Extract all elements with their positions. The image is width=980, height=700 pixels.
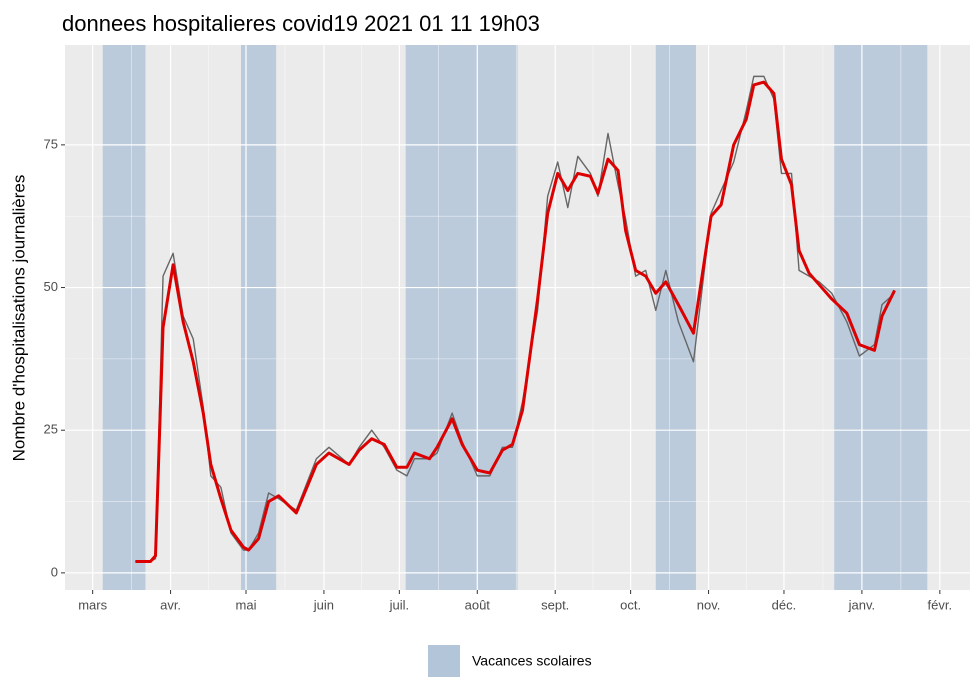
y-axis-label: Nombre d'hospitalisations journalières	[9, 175, 28, 462]
x-tick-label: janv.	[848, 597, 876, 612]
y-tick-label: 25	[44, 422, 58, 437]
vacation-band	[405, 45, 518, 590]
x-tick-label: févr.	[928, 597, 953, 612]
x-tick-label: avr.	[160, 597, 181, 612]
vacation-band	[102, 45, 146, 590]
chart-title: donnees hospitalieres covid19 2021 01 11…	[62, 11, 540, 36]
x-tick-label: mai	[236, 597, 257, 612]
x-tick-label: juil.	[389, 597, 410, 612]
series-line	[135, 80, 896, 563]
x-tick-label: juin	[313, 597, 334, 612]
vacation-band	[655, 45, 696, 590]
y-tick-label: 50	[44, 279, 58, 294]
legend-swatch	[428, 645, 460, 677]
x-tick-label: sept.	[541, 597, 569, 612]
y-tick-label: 75	[44, 136, 58, 151]
x-tick-label: nov.	[697, 597, 721, 612]
x-tick-label: août	[465, 597, 491, 612]
y-tick-label: 0	[51, 564, 58, 579]
x-tick-label: oct.	[620, 597, 641, 612]
legend-label: Vacances scolaires	[472, 653, 592, 669]
x-tick-label: mars	[78, 597, 107, 612]
x-tick-label: déc.	[772, 597, 797, 612]
